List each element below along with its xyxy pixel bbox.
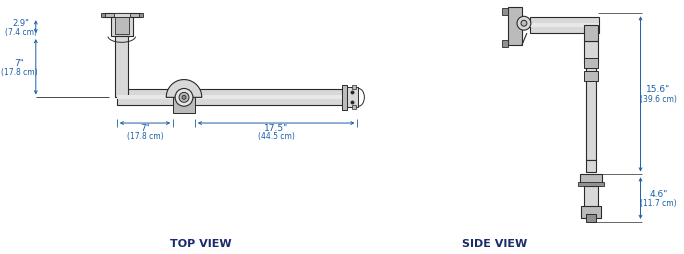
Bar [586,160,596,173]
Bar [586,214,596,222]
Text: (17.8 cm): (17.8 cm) [127,132,163,141]
Bar [530,24,599,28]
Bar [584,42,598,64]
Bar [111,18,133,37]
Bar [586,64,596,160]
Text: 4.6": 4.6" [649,189,668,198]
Bar [115,18,129,35]
Bar [139,14,142,18]
Bar [584,186,598,210]
Circle shape [517,17,531,31]
Bar [530,18,599,34]
Text: SIDE VIEW: SIDE VIEW [462,238,527,248]
Bar [117,90,350,106]
Bar [101,14,105,18]
Bar [352,106,356,110]
Polygon shape [166,80,202,98]
Bar [581,206,601,218]
Circle shape [521,21,527,27]
Bar [584,59,598,68]
Bar [502,41,508,48]
Text: (17.8 cm): (17.8 cm) [1,68,38,77]
Text: (11.7 cm): (11.7 cm) [640,198,676,207]
Bar [117,96,350,100]
Text: 2.9": 2.9" [12,19,29,28]
Bar [341,85,347,111]
Text: 7": 7" [14,59,24,68]
Bar [352,86,356,90]
Bar [584,71,598,81]
Text: TOP VIEW: TOP VIEW [170,238,232,248]
Bar [580,175,602,185]
Bar [114,14,130,18]
Text: 7": 7" [140,124,150,133]
Bar [103,14,140,18]
Text: (44.5 cm): (44.5 cm) [258,132,295,141]
Bar [508,8,522,46]
Circle shape [182,96,186,100]
Circle shape [179,93,189,103]
Text: (7.4 cm): (7.4 cm) [5,28,37,37]
Text: (39.6 cm): (39.6 cm) [640,95,676,104]
Text: 15.6": 15.6" [646,85,670,94]
Bar [116,37,128,98]
Text: 17.5": 17.5" [264,124,288,133]
Bar [578,183,604,186]
Bar [502,9,508,16]
Bar [347,88,358,108]
Bar [584,26,598,42]
Circle shape [175,89,193,107]
Bar [173,98,195,114]
